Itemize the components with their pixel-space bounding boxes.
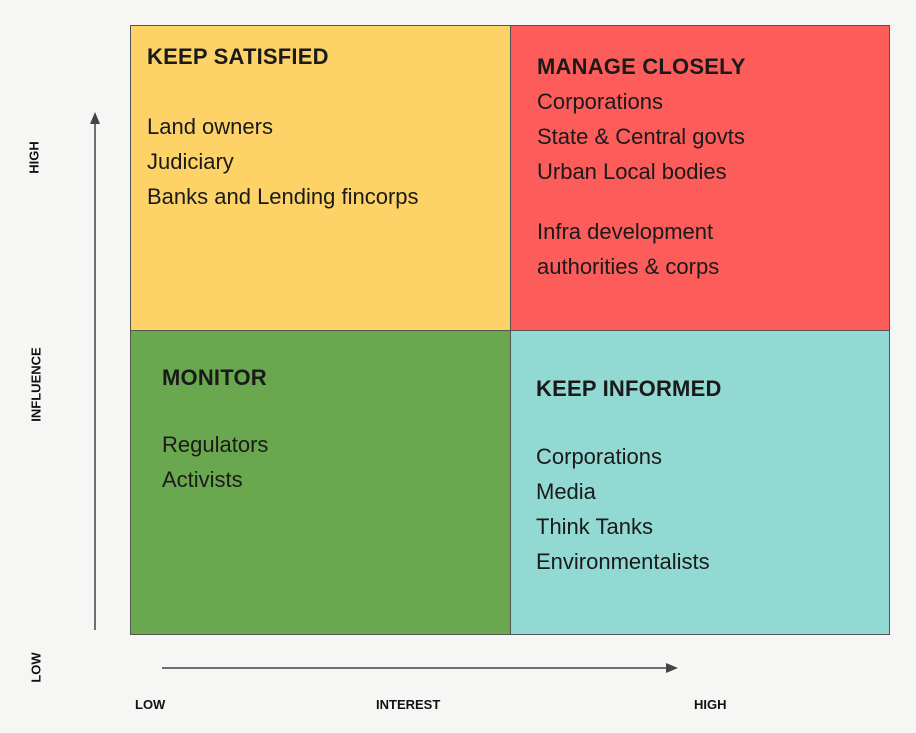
stakeholder-list: Regulators Activists (162, 427, 268, 497)
stakeholder-list: Land owners Judiciary Banks and Lending … (147, 109, 419, 214)
x-axis-arrow (162, 663, 678, 673)
x-axis-low-label: LOW (135, 697, 166, 712)
quadrant-title: MONITOR (162, 365, 267, 390)
list-item: Land owners (147, 114, 273, 139)
quadrant-title: KEEP INFORMED (536, 376, 722, 401)
quadrant-monitor: MONITOR Regulators Activists (131, 331, 511, 634)
list-item: Urban Local bodies (537, 159, 727, 184)
quadrant-title: KEEP SATISFIED (147, 44, 329, 69)
list-item: Regulators (162, 432, 269, 457)
list-item: Corporations (536, 444, 662, 469)
quadrant-keep-satisfied: KEEP SATISFIED Land owners Judiciary Ban… (131, 26, 511, 331)
quadrant-title: MANAGE CLOSELY (537, 54, 746, 79)
quadrant-keep-informed: KEEP INFORMED Corporations Media Think T… (511, 331, 889, 634)
list-item: Corporations (537, 89, 663, 114)
y-axis-arrow (90, 112, 100, 630)
list-item: Banks and Lending fincorps (147, 184, 419, 209)
list-item: State & Central govts (537, 124, 745, 149)
x-axis-high-label: HIGH (694, 697, 727, 712)
list-item: Environmentalists (536, 549, 710, 574)
list-gap (537, 189, 745, 214)
list-item: authorities & corps (537, 254, 720, 279)
stakeholder-list: Corporations State & Central govts Urban… (537, 84, 745, 284)
quadrant-manage-closely: MANAGE CLOSELY Corporations State & Cent… (511, 26, 889, 331)
list-item: Think Tanks (536, 514, 653, 539)
list-item: Infra development (537, 219, 714, 244)
list-item: Judiciary (147, 149, 234, 174)
x-axis-title: INTEREST (376, 697, 441, 712)
list-item: Media (536, 479, 596, 504)
list-item: Activists (162, 467, 243, 492)
stakeholder-matrix: KEEP SATISFIED Land owners Judiciary Ban… (130, 25, 890, 635)
stakeholder-list: Corporations Media Think Tanks Environme… (536, 439, 710, 579)
